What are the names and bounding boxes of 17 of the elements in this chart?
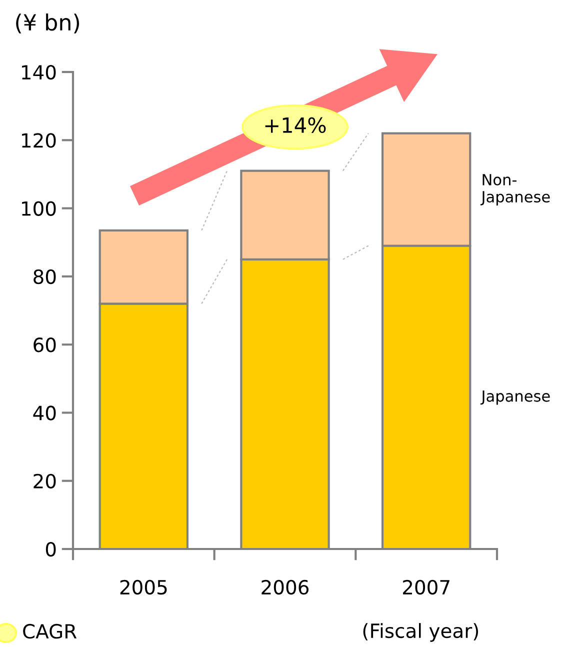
text: CAGR (23, 624, 77, 639)
y-tick-label: 20 (34, 474, 56, 489)
y-tick-label: 40 (33, 406, 56, 420)
annotation: +14% (265, 117, 326, 134)
series-label: Japanese (480, 390, 550, 405)
y-tick-label: 140 (22, 64, 56, 80)
y-tick-label: 0 (46, 542, 56, 557)
series-label: Non- Japanese (480, 174, 550, 206)
y-tick-label: 120 (22, 133, 56, 148)
y-tick-label: 100 (22, 201, 56, 216)
x-axis-title: (Fiscal year) (363, 623, 478, 642)
x-tick-label: 2005 (120, 580, 167, 595)
y-axis-title: (¥ bn) (16, 14, 80, 34)
y-tick-label: 60 (34, 338, 56, 352)
y-tick-label: 80 (34, 269, 56, 284)
x-tick-label: 2006 (262, 580, 309, 595)
x-tick-label: 2007 (403, 580, 450, 595)
